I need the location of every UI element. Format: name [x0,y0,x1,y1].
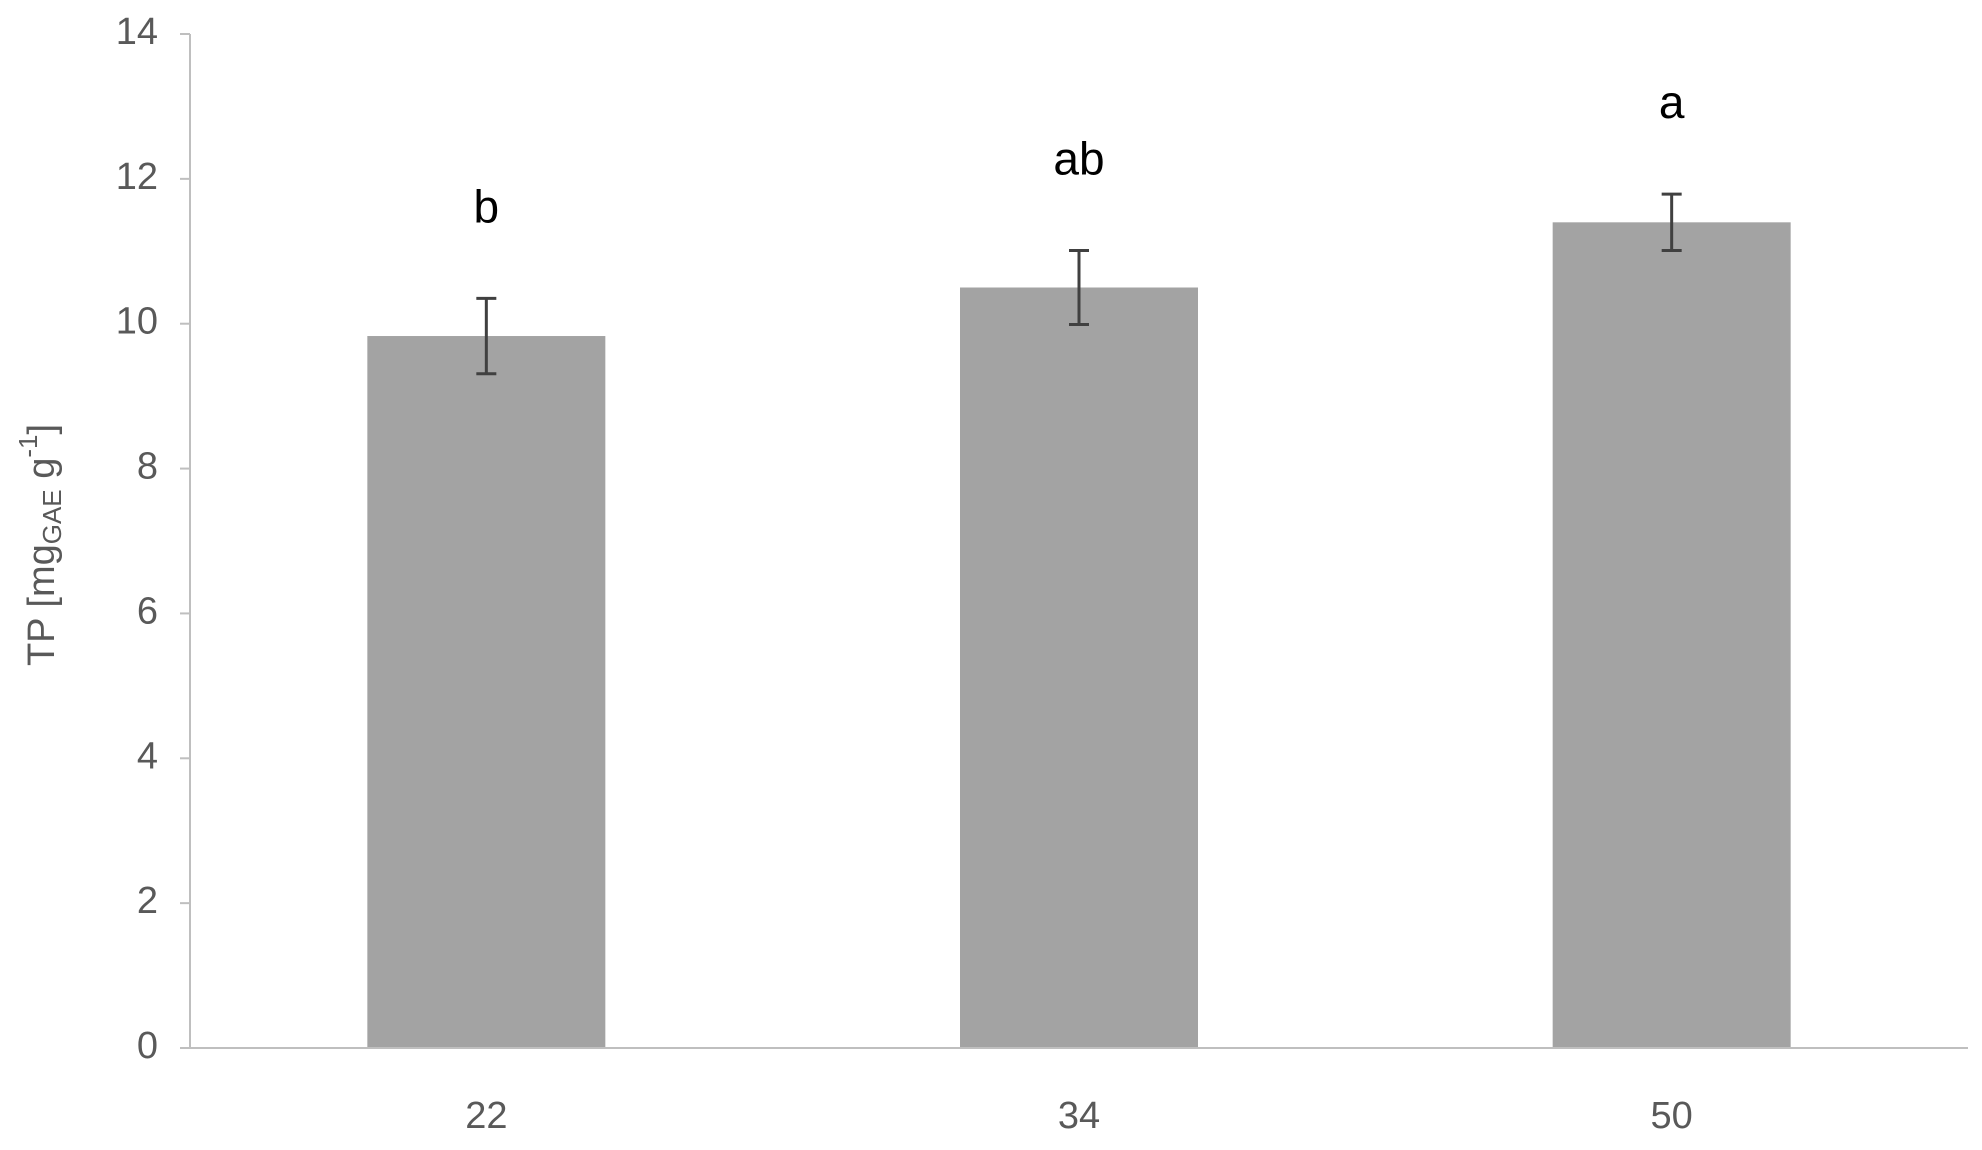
y-tick-label: 8 [137,446,158,488]
bar [1552,222,1791,1049]
significance-label: ab [1053,133,1104,185]
x-tick-label: 22 [465,1095,507,1137]
bar [367,336,606,1049]
y-tick-label: 12 [116,156,158,198]
y-tick-label: 4 [137,735,158,777]
y-label-end: ] [21,424,63,435]
error-bar [1661,192,1682,253]
y-tick-label: 0 [137,1025,158,1067]
error-bar [1069,249,1089,326]
error-bar [476,296,497,376]
y-label-sup: -1 [13,435,43,458]
significance-label: a [1659,76,1685,128]
x-tick-label: 50 [1651,1095,1693,1137]
y-label-unit: g [21,458,63,490]
y-tick-label: 6 [137,590,158,632]
x-tick-label: 34 [1058,1095,1100,1137]
y-tick-label: 2 [137,880,158,922]
significance-label: b [474,181,500,233]
y-tick-label: 14 [116,11,158,53]
y-axis-label: TP [mgGAE g-1] [13,424,67,666]
y-label-main: TP [mg [21,544,63,666]
bar [960,287,1198,1048]
y-label-sub: GAE [37,489,67,544]
y-tick-label: 10 [116,301,158,343]
